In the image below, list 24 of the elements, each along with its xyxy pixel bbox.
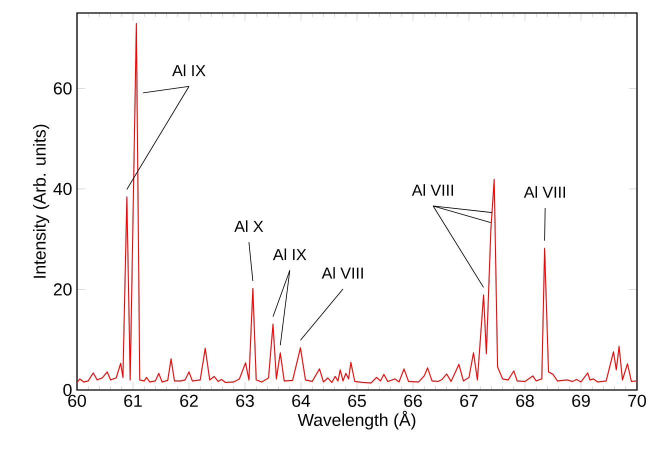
x-tick-label: 67 bbox=[460, 394, 478, 407]
x-tick-label: 61 bbox=[124, 394, 142, 407]
y-tick-label: 20 bbox=[54, 283, 72, 296]
x-tick-label: 68 bbox=[516, 394, 534, 407]
x-tick-label: 60 bbox=[68, 394, 86, 407]
y-tick-label: 40 bbox=[53, 182, 72, 196]
annotation: Al VIII bbox=[524, 186, 566, 198]
annotation: Al VIII bbox=[322, 267, 363, 279]
x-tick-label: 64 bbox=[292, 394, 310, 407]
x-axis-title: Wavelength (Å) bbox=[298, 410, 416, 430]
x-tick-label: 65 bbox=[348, 394, 366, 407]
x-tick-label: 69 bbox=[572, 394, 590, 407]
x-tick-label: 66 bbox=[404, 394, 422, 407]
y-tick-label: 60 bbox=[54, 82, 72, 95]
y-tick-label: 0 bbox=[63, 384, 72, 396]
annotation: Al X bbox=[234, 220, 264, 232]
annotation: Al IX bbox=[272, 248, 306, 260]
y-axis-title: Intensity (Arb. units) bbox=[33, 124, 50, 278]
x-tick-label: 70 bbox=[628, 394, 646, 407]
x-tick-label: 62 bbox=[180, 394, 198, 407]
annotation: Al IX bbox=[172, 64, 206, 76]
annotation: Al VIII bbox=[412, 184, 454, 196]
line-series bbox=[77, 23, 638, 384]
x-tick-label: 63 bbox=[236, 394, 254, 407]
